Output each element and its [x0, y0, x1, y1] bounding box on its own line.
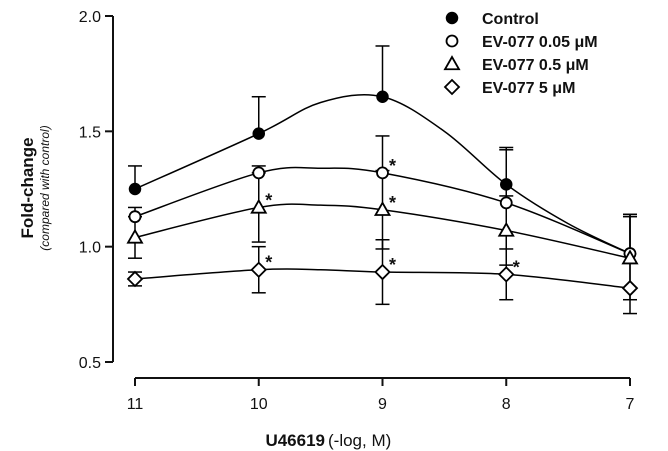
significance-star: * — [265, 190, 272, 210]
data-point — [373, 200, 392, 216]
x-tick-label: 8 — [502, 396, 511, 413]
x-axis-unit-label: (-log, M) — [328, 431, 391, 450]
significance-star: * — [389, 193, 396, 213]
legend-label: Control — [482, 11, 539, 28]
x-tick-label: 11 — [127, 396, 144, 413]
data-point — [250, 261, 268, 279]
legend-label: EV-077 5 μM — [482, 80, 575, 97]
significance-star: * — [389, 156, 396, 176]
legend-marker — [443, 55, 461, 71]
series-curves — [134, 93, 631, 289]
data-markers — [126, 90, 639, 297]
y-tick-label: 1.5 — [79, 124, 101, 141]
data-point — [374, 263, 391, 281]
y-axis-sublabel: (compared with control) — [38, 125, 52, 250]
significance-star: * — [513, 257, 520, 277]
y-axis-label: Fold-change — [18, 137, 37, 238]
series-line — [134, 166, 631, 255]
legend: Control EV-077 0.05 μM EV-077 0.5 μM EV-077… — [443, 11, 598, 97]
legend-label: EV-077 0.5 μM — [482, 57, 589, 74]
axes: 0.5 1.0 1.5 2.0 11 10 9 8 7 — [79, 9, 635, 413]
data-point — [252, 127, 265, 140]
significance-star: * — [265, 253, 272, 273]
data-point — [250, 198, 268, 214]
data-point — [621, 249, 639, 265]
y-axis-label-group: Fold-change (compared with control) — [18, 125, 52, 250]
data-point — [128, 210, 142, 224]
series-line — [134, 268, 631, 289]
legend-marker — [445, 34, 459, 48]
y-tick-label: 2.0 — [79, 9, 101, 26]
data-point — [497, 266, 515, 283]
significance-star: * — [389, 255, 396, 275]
series-line — [134, 203, 631, 259]
data-point — [128, 182, 142, 196]
y-tick-label: 0.5 — [79, 355, 101, 372]
data-point — [252, 166, 266, 180]
data-point — [376, 90, 389, 103]
x-axis-label: U46619 — [265, 431, 325, 450]
data-point — [376, 166, 389, 180]
data-point — [621, 279, 639, 297]
legend-marker — [445, 11, 459, 25]
x-tick-label: 10 — [250, 396, 268, 413]
data-point — [499, 196, 513, 210]
legend-label: EV-077 0.05 μM — [482, 34, 598, 51]
data-point — [126, 228, 144, 244]
data-point — [500, 178, 513, 191]
y-tick-label: 1.0 — [79, 240, 101, 257]
data-point — [497, 221, 515, 237]
data-point — [126, 270, 144, 288]
significance-markers: * * * * * * — [265, 156, 520, 277]
x-tick-label: 9 — [378, 396, 387, 413]
x-tick-label: 7 — [626, 396, 635, 413]
legend-marker — [443, 78, 461, 96]
